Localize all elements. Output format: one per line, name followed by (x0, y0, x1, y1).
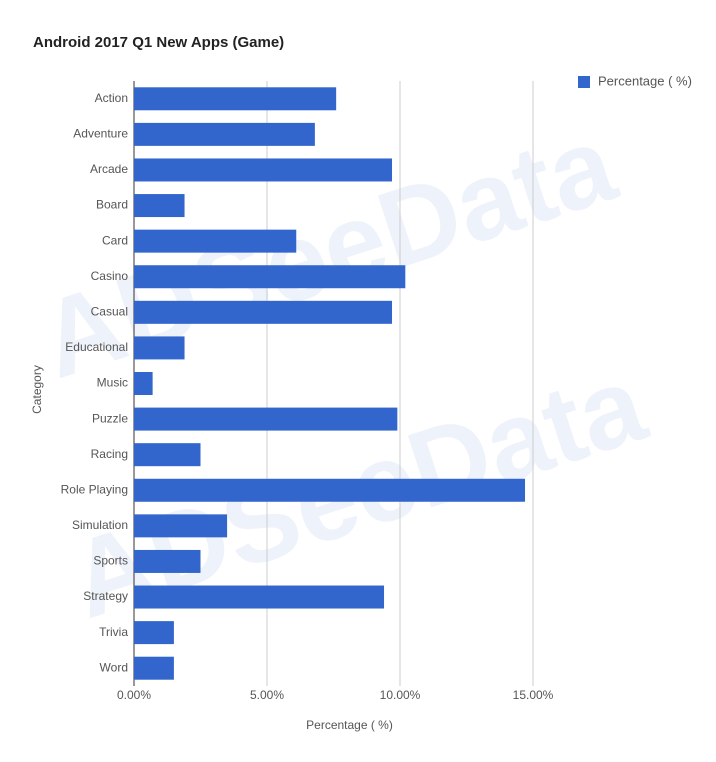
y-tick-label: Educational (65, 340, 128, 354)
bar (134, 229, 297, 253)
bar (134, 265, 406, 289)
bar (134, 478, 526, 502)
bar (134, 585, 385, 609)
bar (134, 194, 185, 218)
chart-title: Android 2017 Q1 New Apps (Game) (33, 34, 284, 51)
bar (134, 514, 228, 538)
bar (134, 122, 315, 146)
y-tick-label: Role Playing (61, 482, 128, 496)
x-tick-label: 10.00% (380, 688, 421, 702)
y-tick-label: Racing (91, 447, 128, 461)
y-tick-label: Arcade (90, 162, 128, 176)
x-tick-label: 5.00% (250, 688, 284, 702)
bar (134, 549, 201, 573)
bar (134, 407, 398, 431)
x-tick-label: 0.00% (117, 688, 151, 702)
y-axis-title: Category (30, 365, 44, 414)
y-tick-label: Strategy (83, 589, 128, 603)
bar (134, 336, 185, 360)
bar (134, 87, 337, 111)
y-tick-label: Adventure (73, 127, 128, 141)
y-tick-label: Card (102, 233, 128, 247)
bar (134, 300, 393, 324)
bar (134, 443, 201, 467)
y-tick-label: Simulation (72, 518, 128, 532)
y-tick-label: Board (96, 198, 128, 212)
bar (134, 158, 393, 182)
y-tick-label: Puzzle (92, 411, 128, 425)
y-tick-label: Sports (93, 554, 128, 568)
bar (134, 372, 153, 395)
y-tick-label: Casino (91, 269, 129, 283)
y-tick-label: Word (100, 660, 128, 674)
y-tick-label: Music (97, 376, 128, 390)
bar (134, 656, 174, 680)
y-tick-label: Casual (91, 304, 128, 318)
x-tick-label: 15.00% (513, 688, 554, 702)
y-tick-label: Trivia (99, 625, 128, 639)
legend-label: Percentage ( %) (598, 73, 692, 88)
x-axis-title: Percentage ( %) (306, 718, 393, 732)
legend-swatch (578, 76, 590, 88)
bar (134, 621, 174, 645)
y-tick-label: Action (95, 91, 128, 105)
